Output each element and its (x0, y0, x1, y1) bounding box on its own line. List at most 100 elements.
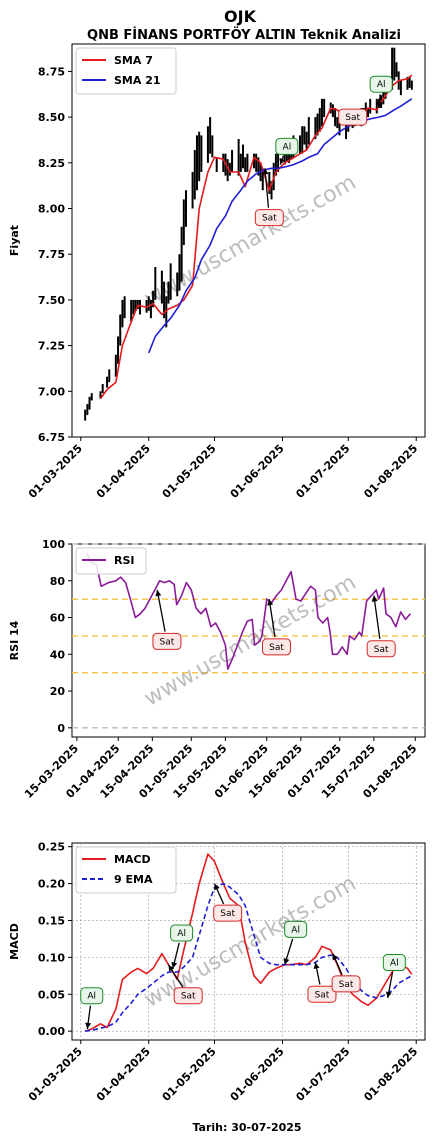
annotation-arrow (268, 599, 276, 638)
annotation-label: Sat (262, 214, 277, 224)
y-tick-label: 40 (50, 648, 66, 661)
annotation-arrowhead (168, 964, 175, 972)
annotation-label: Sat (339, 980, 354, 990)
x-tick-label: 01-04-2025 (94, 442, 153, 501)
legend-label: SMA 7 (114, 54, 153, 67)
legend-box (75, 547, 147, 575)
y-tick-label: 0.00 (38, 1025, 65, 1038)
x-tick-label: 01-08-2025 (361, 1045, 420, 1104)
annotation-arrowhead (283, 958, 290, 965)
plot-area (71, 543, 426, 738)
y-tick-label: 8.25 (38, 157, 65, 170)
annotation-box (366, 640, 396, 658)
y-tick-label: 6.75 (38, 431, 65, 444)
legend-label: 9 EMA (114, 873, 153, 886)
x-tick-label: 01-07-2025 (293, 1045, 352, 1104)
x-tick-label: 01-06-2025 (228, 1045, 287, 1104)
annotation-box (173, 987, 203, 1005)
annotation-arrowhead (155, 589, 162, 597)
series-line (85, 552, 412, 670)
annotation-arrowhead (371, 595, 378, 602)
annotation-label: Sat (345, 113, 360, 123)
annotation-arrowhead (214, 883, 220, 891)
annotation-label: Al (377, 80, 386, 90)
y-tick-label: 0.25 (38, 841, 65, 854)
x-tick-label: 01-05-2025 (160, 1045, 219, 1104)
y-tick-label: 7.00 (38, 385, 65, 398)
y-tick-label: 60 (50, 612, 66, 625)
annotation-box (382, 954, 406, 972)
annotation-box (369, 75, 393, 93)
y-axis-label: RSI 14 (8, 620, 21, 660)
annotation-box (80, 987, 104, 1005)
annotation-label: Al (87, 992, 96, 1002)
annotation-box (307, 985, 337, 1003)
annotation-arrowhead (85, 1022, 92, 1029)
annotation-label: Al (390, 959, 399, 969)
y-tick-label: 20 (50, 685, 66, 698)
y-tick-label: 0.05 (38, 988, 65, 1001)
annotation-label: Al (177, 929, 186, 939)
annotation-box (152, 632, 182, 650)
annotation-label: Al (283, 142, 292, 152)
annotation-box (261, 638, 291, 656)
price-panel: www.uscmarkets.comSatAlSatAl6.757.007.25… (8, 43, 426, 501)
legend-label: SMA 21 (114, 74, 161, 87)
y-tick-label: 8.50 (38, 111, 65, 124)
chart-subtitle: QNB FİNANS PORTFÖY ALTIN Teknik Analizi (87, 27, 401, 43)
y-tick-label: 7.75 (38, 248, 65, 261)
y-tick-label: 7.50 (38, 294, 65, 307)
y-tick-label: 0.15 (38, 914, 65, 927)
y-axis-label: MACD (8, 923, 21, 960)
legend-label: RSI (114, 554, 135, 567)
annotation-arrowhead (171, 961, 178, 969)
annotation-label: Sat (374, 645, 389, 655)
annotation-arrowhead (267, 599, 274, 606)
annotation-arrowhead (262, 168, 269, 175)
annotation-arrow (373, 595, 381, 639)
annotation-box (275, 137, 299, 155)
annotation-arrowhead (279, 157, 286, 165)
x-tick-label: 01-08-2025 (361, 442, 420, 501)
annotation-box (338, 108, 368, 126)
annotation-arrowhead (313, 962, 320, 970)
legend-label: MACD (114, 853, 151, 866)
y-axis-label: Fiyat (8, 225, 21, 256)
annotation-arrow (264, 168, 270, 208)
y-tick-label: 8.00 (38, 203, 65, 216)
y-tick-label: 0.10 (38, 951, 65, 964)
annotation-label: Sat (315, 990, 330, 1000)
annotation-label: Sat (160, 637, 175, 647)
macd-panel: www.uscmarkets.comAlAlSatSatAlSatSatAl0.… (8, 841, 426, 1104)
y-tick-label: 8.75 (38, 65, 65, 78)
x-tick-label: 01-03-2025 (26, 1045, 85, 1104)
x-tick-label: 01-07-2025 (293, 442, 352, 501)
annotation-box (331, 975, 361, 993)
x-tick-label: 01-04-2025 (94, 1045, 153, 1104)
annotation-box (284, 920, 308, 938)
x-tick-label: 01-03-2025 (26, 442, 85, 501)
x-tick-label: 01-05-2025 (160, 442, 219, 501)
y-tick-label: 100 (42, 538, 65, 551)
chart-ticker: OJK (224, 7, 257, 26)
annotation-label: Sat (269, 643, 284, 653)
annotation-arrowhead (376, 101, 383, 108)
legend: MACD 9 EMA (75, 846, 177, 894)
legend: RSI (75, 547, 147, 575)
y-tick-label: 7.25 (38, 340, 65, 353)
legend: SMA 7 SMA 21 (75, 47, 177, 95)
y-tick-label: 0.20 (38, 878, 65, 891)
date-footer: Tarih: 30-07-2025 (192, 1121, 301, 1134)
annotation-label: Sat (181, 992, 196, 1002)
annotation-arrowhead (385, 991, 392, 998)
annotation-arrow (156, 589, 166, 632)
series-line (84, 853, 413, 1032)
annotation-label: Al (291, 925, 300, 935)
annotation-arrowhead (332, 953, 339, 961)
annotation-box (170, 924, 194, 942)
y-tick-label: 80 (50, 575, 66, 588)
annotation-label: Sat (220, 909, 235, 919)
annotation-box (213, 904, 243, 922)
